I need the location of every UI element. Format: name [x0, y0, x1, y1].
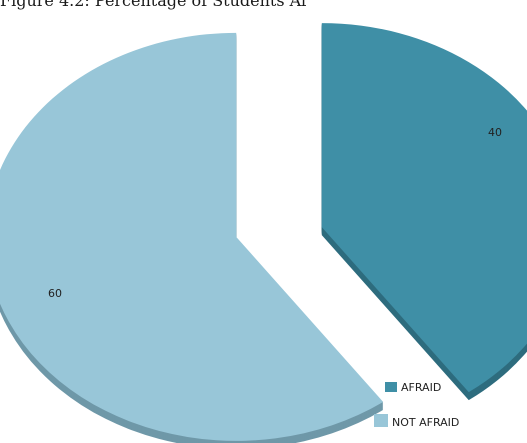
chart-legend: AFRAID NOT AFRAID: [374, 381, 459, 429]
caption-text: Figure 4.2: Percentage of Students Affec…: [0, 0, 306, 10]
data-labels: 40 60: [48, 126, 502, 300]
pie-slices: [0, 23, 527, 443]
legend-label-afraid: AFRAID: [401, 381, 441, 394]
pie-slice-not-afraid: [0, 32, 384, 441]
data-label-afraid: 40: [488, 126, 502, 139]
legend-swatch-afraid: [385, 382, 397, 392]
data-label-not-afraid: 60: [48, 287, 62, 300]
legend-label-not-afraid: NOT AFRAID: [392, 416, 459, 429]
pie-slice-afraid: [321, 23, 527, 393]
legend-swatch-not-afraid: [374, 414, 388, 427]
cropped-caption: Figure 4.2: Percentage of Students Affec…: [0, 0, 306, 30]
